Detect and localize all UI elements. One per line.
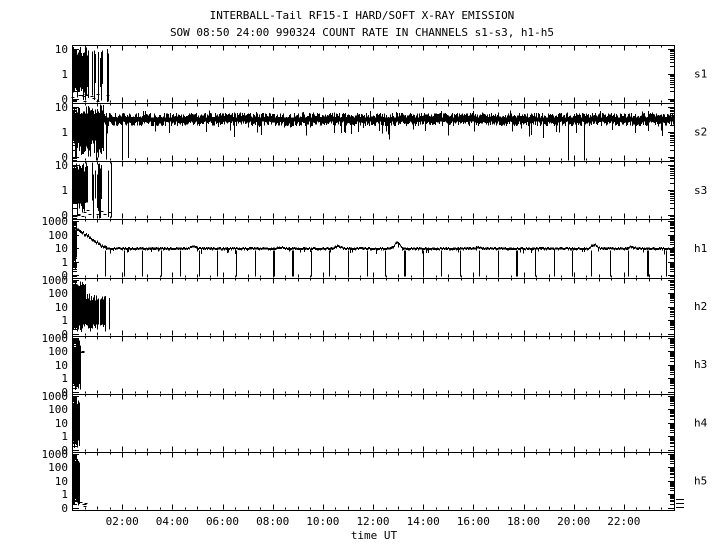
channel-label-h5: h5 (694, 474, 707, 487)
y-tick-label-h1: 0 (61, 269, 68, 282)
y-tick-label-s3: 1 (61, 184, 68, 197)
y-tick-label-s2: 0 (61, 151, 68, 164)
y-tick-label-h5: 0 (61, 502, 68, 515)
channel-label-h3: h3 (694, 358, 707, 371)
y-tick-label-h3: 10 (55, 359, 68, 372)
panel-border-h5 (72, 452, 675, 511)
x-tick-label: 22:00 (607, 515, 640, 528)
y-tick-label-h2: 10 (55, 301, 68, 314)
axis-ticks-s1 (73, 45, 674, 103)
chart-subtitle: SOW 08:50 24:00 990324 COUNT RATE IN CHA… (170, 26, 554, 39)
channel-label-s3: s3 (694, 184, 707, 197)
x-tick-label: 20:00 (557, 515, 590, 528)
y-tick-label-h4: 1 (61, 430, 68, 443)
axis-ticks-h3 (73, 336, 674, 394)
y-tick-label-s3: 0 (61, 209, 68, 222)
y-tick-label-h1: 100 (48, 229, 68, 242)
trace-h1 (72, 223, 675, 277)
trace-h5 (72, 456, 88, 507)
y-tick-label-h5: 10 (55, 475, 68, 488)
axis-ticks-h2 (73, 278, 674, 336)
x-tick-label: 18:00 (507, 515, 540, 528)
y-tick-label-s2: 10 (55, 101, 68, 114)
panel-border-h3 (72, 336, 675, 395)
channel-label-h2: h2 (694, 300, 707, 313)
y-tick-label-h4: 100 (48, 403, 68, 416)
y-tick-label-h3: 100 (48, 345, 68, 358)
channel-label-s2: s2 (694, 126, 707, 139)
trace-s3 (72, 162, 112, 219)
y-tick-label-h2: 1000 (42, 274, 69, 287)
panel-border-s1 (72, 45, 675, 104)
y-tick-label-h1: 10 (55, 242, 68, 255)
y-tick-label-s1: 1 (61, 68, 68, 81)
x-tick-label: 04:00 (156, 515, 189, 528)
y-tick-label-s3: 10 (55, 159, 68, 172)
y-tick-label-s2: 1 (61, 126, 68, 139)
y-tick-label-s1: 10 (55, 43, 68, 56)
x-tick-label: 06:00 (206, 515, 239, 528)
x-axis-title: time UT (351, 529, 398, 542)
channel-label-h4: h4 (694, 416, 708, 429)
y-tick-label-h5: 1000 (42, 448, 69, 461)
axis-ticks-h5 (73, 452, 674, 510)
y-tick-label-h1: 1000 (42, 215, 69, 228)
channel-label-s1: s1 (694, 68, 707, 81)
axis-ticks-s3 (73, 161, 674, 219)
y-tick-label-h4: 0 (61, 444, 68, 457)
y-tick-label-h4: 10 (55, 417, 68, 430)
y-tick-label-h5: 100 (48, 461, 68, 474)
x-tick-label: 14:00 (407, 515, 440, 528)
plot-panels: 1010s11010s21010s310001001010h1100010010… (42, 43, 708, 528)
y-tick-label-h1: 1 (61, 256, 68, 269)
y-tick-label-h3: 1000 (42, 332, 69, 345)
x-tick-label: 12:00 (356, 515, 389, 528)
trace-h4 (72, 396, 80, 448)
panel-border-s3 (72, 161, 675, 220)
y-tick-label-s1: 0 (61, 93, 68, 106)
y-tick-label-h2: 1 (61, 314, 68, 327)
panel-border-h4 (72, 394, 675, 453)
trace-h2 (72, 280, 110, 332)
y-tick-label-h2: 100 (48, 287, 68, 300)
x-tick-label: 08:00 (256, 515, 289, 528)
y-tick-label-h3: 1 (61, 372, 68, 385)
axis-ticks-s2 (73, 103, 674, 161)
axis-ticks-h4 (73, 394, 674, 452)
trace-s2 (72, 104, 675, 161)
panel-border-h2 (72, 278, 675, 337)
x-tick-label: 02:00 (106, 515, 139, 528)
y-tick-label-h4: 1000 (42, 390, 69, 403)
y-tick-label-h5: 1 (61, 488, 68, 501)
trace-h3 (72, 337, 85, 390)
y-tick-label-h3: 0 (61, 386, 68, 399)
y-tick-label-h2: 0 (61, 328, 68, 341)
corner-ticks-artifact (676, 499, 684, 508)
channel-label-h1: h1 (694, 242, 707, 255)
chart-title: INTERBALL-Tail RF15-I HARD/SOFT X-RAY EM… (210, 9, 515, 22)
x-tick-label: 10:00 (306, 515, 339, 528)
x-tick-label: 16:00 (457, 515, 490, 528)
trace-s1 (71, 47, 110, 103)
